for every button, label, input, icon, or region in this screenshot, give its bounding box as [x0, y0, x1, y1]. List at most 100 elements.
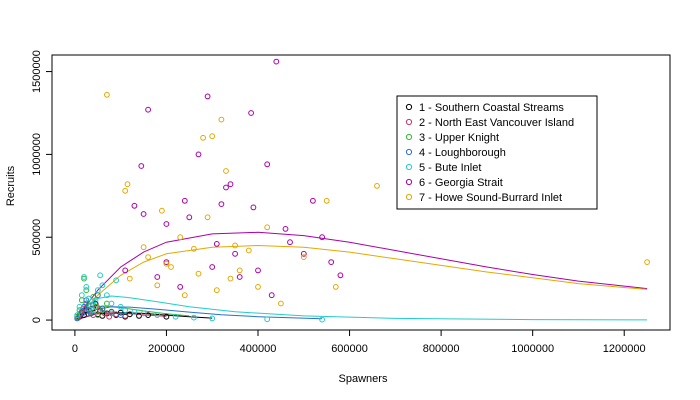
- series-5-point: [191, 314, 197, 321]
- x-tick-label: 400000: [240, 343, 277, 355]
- x-tick-label: 1000000: [511, 343, 554, 355]
- series-6-fit-line: [74, 231, 648, 321]
- series-6-point: [138, 163, 145, 169]
- series-6-point: [328, 259, 335, 266]
- series-6-point: [131, 202, 138, 209]
- fitted-curves: [74, 231, 648, 321]
- series-7-point: [213, 287, 220, 294]
- series-5-point: [97, 272, 103, 279]
- legend-label: 2 - North East Vancouver Island: [419, 117, 574, 129]
- x-tick-label: 1200000: [603, 343, 646, 355]
- series-5-point: [88, 302, 94, 309]
- series-6-point: [213, 241, 220, 247]
- series-6-point: [140, 211, 147, 217]
- series-7-point: [278, 300, 284, 307]
- series-5-point: [209, 315, 216, 322]
- series-7-point: [209, 133, 216, 140]
- series-7-point: [204, 214, 211, 221]
- series-7-point: [200, 134, 207, 141]
- series-7-point: [374, 183, 380, 189]
- legend-label: 4 - Loughborough: [419, 147, 506, 159]
- series-7-point: [332, 284, 339, 290]
- y-tick-label: 1500000: [31, 50, 43, 93]
- series-3-point: [94, 312, 101, 319]
- series-7-point: [181, 292, 188, 299]
- series-5-point: [117, 303, 124, 310]
- series-7-point: [191, 245, 197, 252]
- series-5-point: [78, 292, 85, 299]
- series-6-point: [227, 181, 234, 188]
- series-5-point: [94, 287, 101, 294]
- series-6-point: [145, 106, 152, 113]
- series-7-point: [255, 284, 261, 290]
- series-4-point: [108, 308, 115, 315]
- series-3-point: [104, 300, 110, 307]
- series-7-point: [159, 207, 165, 214]
- series-6-point: [223, 184, 229, 191]
- series-5-point: [140, 310, 147, 317]
- series-7-point: [104, 91, 110, 98]
- plot-frame: [51, 54, 671, 331]
- series-6-point: [337, 272, 344, 279]
- series-5-point: [99, 282, 106, 289]
- legend-marker: [405, 163, 413, 171]
- series-6-point: [264, 161, 271, 168]
- legend-label: 5 - Bute Inlet: [419, 162, 481, 174]
- axis-ticks: 0 200000 400000 600000 800000 1000000 1200000 0…: [31, 50, 646, 355]
- series-7-point: [644, 259, 650, 266]
- series-3-point: [83, 287, 90, 294]
- series-7-point: [163, 260, 170, 267]
- series-5-point: [83, 284, 90, 290]
- series-4-point: [78, 308, 85, 315]
- series-5-point: [172, 313, 179, 320]
- series-5-point: [90, 307, 97, 314]
- x-axis-label: Spawners: [339, 373, 388, 385]
- series-5-point: [108, 300, 115, 307]
- series-1-point: [163, 313, 170, 320]
- series-6-point: [248, 110, 255, 116]
- series-6-point: [163, 221, 170, 227]
- series-5-point: [76, 303, 83, 310]
- series-7-point: [232, 242, 239, 249]
- series-5-point: [319, 316, 326, 323]
- y-tick-label: 0: [31, 317, 43, 323]
- series-5-fit-line: [74, 295, 648, 321]
- series-7-point: [154, 282, 161, 289]
- series-6-point: [154, 274, 161, 280]
- x-tick-label: 0: [72, 343, 78, 355]
- series-6-point: [186, 214, 193, 221]
- series-7-point: [323, 197, 330, 204]
- series-7-point: [227, 275, 234, 282]
- series-6-point: [268, 292, 275, 299]
- series-7-point: [124, 181, 131, 188]
- y-axis-label: Recruits: [5, 165, 17, 206]
- series-7-point: [177, 234, 184, 241]
- series-6-point: [250, 204, 257, 211]
- legend-label: 1 - Southern Coastal Streams: [419, 102, 564, 114]
- series-6-point: [300, 250, 307, 257]
- legend-marker: [405, 133, 413, 141]
- series-5-point: [131, 308, 138, 315]
- series-6-point: [319, 234, 326, 241]
- series-6-point: [195, 151, 202, 158]
- series-6-point: [218, 201, 225, 208]
- series-7-point: [245, 247, 252, 254]
- legend-label: 6 - Georgia Strait: [419, 177, 503, 189]
- data-points: [74, 58, 650, 323]
- series-7-point: [236, 267, 243, 274]
- series-7-point: [140, 244, 147, 251]
- series-6-point: [273, 58, 280, 65]
- legend-box: [396, 95, 598, 210]
- legend-marker: [405, 103, 413, 111]
- series-5-point: [74, 312, 81, 319]
- series-4-point: [117, 312, 124, 319]
- series-5-point: [154, 312, 161, 319]
- series-1-fit-line: [74, 312, 213, 321]
- legend-label: 7 - Howe Sound-Burrard Inlet: [419, 192, 562, 204]
- series-6-point: [177, 284, 184, 290]
- series-6-point: [122, 267, 129, 274]
- series-6-point: [282, 226, 289, 232]
- series-7-point: [145, 254, 152, 261]
- legend-marker: [405, 118, 413, 126]
